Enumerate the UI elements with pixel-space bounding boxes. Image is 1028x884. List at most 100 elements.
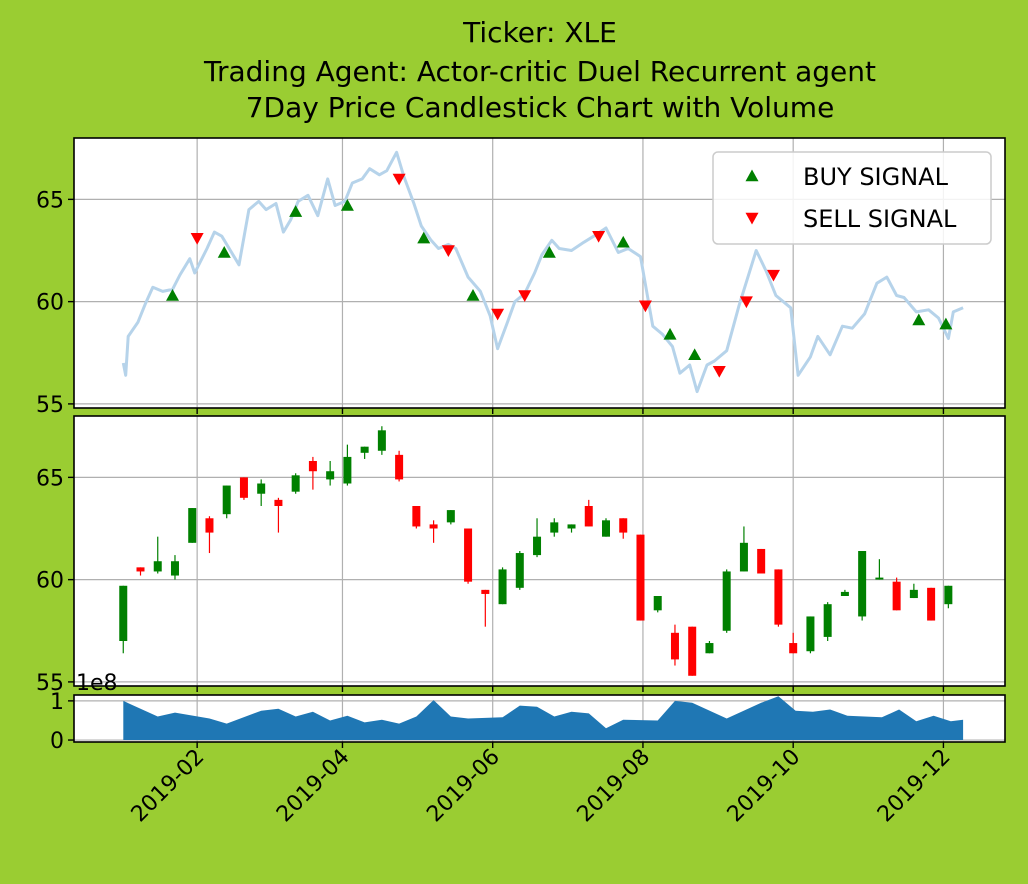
axes-frame-price (73, 137, 1006, 409)
buy-signal-marker (466, 289, 480, 301)
candle-body (153, 561, 162, 572)
candle-body (653, 596, 662, 611)
sell-signal-marker (739, 296, 753, 309)
legend-buy-label: BUY SIGNAL (803, 163, 949, 191)
buy-signal-marker (912, 313, 926, 326)
volume-y-tick-label: 0 (50, 729, 64, 754)
legend-sell-marker (745, 212, 759, 225)
x-tick-label: 2019-02 (127, 745, 210, 828)
candle-body (498, 569, 507, 605)
price-y-tick-label: 65 (36, 188, 64, 213)
candle-body (291, 475, 300, 492)
candle-body (705, 643, 714, 654)
sell-signal-marker (592, 230, 606, 243)
legend-box (712, 151, 992, 245)
candle-body (602, 520, 610, 537)
candle-body (909, 589, 918, 599)
candle-body (550, 522, 559, 533)
buy-signal-marker (663, 327, 677, 340)
candle-body (429, 524, 438, 529)
volume-offset-label: 1e8 (76, 671, 118, 696)
candle-body (239, 477, 248, 498)
candle-body (567, 524, 576, 529)
sell-signal-marker (712, 365, 726, 378)
candle-body (222, 485, 231, 515)
buy-signal-marker (939, 317, 953, 330)
candle-body (464, 528, 473, 582)
candle-body (806, 616, 815, 652)
sell-signal-marker (766, 269, 780, 282)
sell-signal-marker (441, 245, 455, 257)
sell-signal-marker (392, 173, 406, 186)
sell-signal-marker (638, 300, 652, 313)
candle-body (774, 569, 783, 625)
x-tick-label: 2019-10 (723, 745, 806, 828)
candle-body (584, 506, 593, 527)
candle-body (722, 571, 731, 631)
candle-y-tick-label: 60 (36, 569, 64, 594)
price-y-tick-label: 60 (36, 291, 64, 316)
legend-sell-label: SELL SIGNAL (803, 205, 957, 233)
buy-signal-marker (217, 246, 231, 258)
candle-body (326, 471, 335, 480)
candle-body (927, 587, 936, 621)
legend-buy-marker (745, 169, 759, 182)
volume-area (123, 696, 964, 740)
sell-signal-marker (491, 308, 505, 321)
x-tick-label: 2019-08 (573, 745, 656, 828)
candle-body (481, 589, 490, 594)
sell-signal-marker (518, 290, 532, 302)
candle-body (875, 577, 884, 580)
buy-signal-marker (289, 205, 303, 217)
x-tick-label: 2019-12 (873, 745, 956, 828)
axes-frame-candle (73, 415, 1006, 687)
candle-body (274, 499, 283, 506)
candle-body (412, 506, 421, 527)
candle-body (688, 626, 697, 676)
candle-body (343, 456, 352, 484)
candle-body (188, 508, 197, 543)
buy-signal-marker (340, 199, 354, 211)
candle-body (136, 567, 145, 572)
chart-title-line-1: Ticker: XLE (463, 16, 617, 49)
axes-frame-volume (73, 694, 1006, 743)
candle-body (360, 446, 369, 453)
candle-body (515, 553, 524, 588)
buy-signal-marker (417, 231, 431, 244)
sell-signal-marker (190, 233, 204, 245)
buy-signal-marker (166, 289, 180, 301)
candle-body (533, 536, 542, 556)
buy-signal-marker (688, 348, 702, 361)
candle-body (205, 518, 214, 533)
candle-body (119, 585, 128, 641)
candle-body (739, 542, 748, 572)
candle-body (670, 632, 679, 660)
candle-body (619, 518, 628, 533)
close-price-line (121, 150, 964, 394)
x-tick-label: 2019-04 (272, 745, 355, 828)
candle-body (446, 510, 455, 523)
candle-body (308, 461, 317, 472)
candle-body (636, 534, 645, 621)
price-y-tick-label: 55 (36, 393, 64, 418)
x-tick-label: 2019-06 (422, 745, 505, 828)
candle-body (892, 581, 901, 611)
candle-y-tick-label: 55 (36, 671, 64, 696)
candle-y-tick-label: 65 (36, 466, 64, 491)
candle-body (858, 551, 867, 617)
candle-body (840, 591, 849, 596)
candle-body (757, 548, 766, 574)
candle-body (823, 604, 832, 637)
chart-title-line-3: 7Day Price Candlestick Chart with Volume (245, 91, 835, 124)
candle-body (377, 430, 386, 451)
buy-signal-marker (616, 235, 630, 248)
candle-body (789, 643, 798, 654)
buy-signal-marker (542, 246, 556, 258)
volume-y-tick-label: 1 (50, 690, 64, 715)
candle-body (170, 561, 179, 576)
chart-title-line-2: Trading Agent: Actor-critic Duel Recurre… (204, 55, 876, 88)
candle-body (257, 483, 266, 494)
candle-body (395, 454, 404, 480)
candle-body (944, 585, 953, 605)
